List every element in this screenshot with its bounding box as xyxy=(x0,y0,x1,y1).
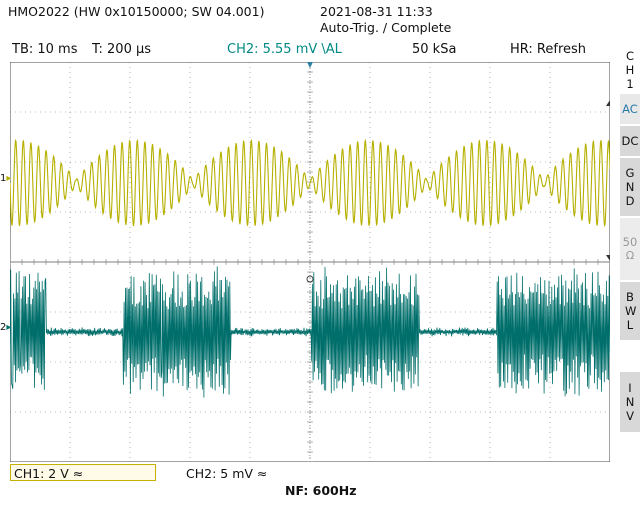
dc-label: DC xyxy=(621,134,639,148)
coupling-dc-button[interactable]: DC xyxy=(620,126,640,156)
scroll-down-icon[interactable] xyxy=(606,255,610,261)
gnd-label: GND xyxy=(625,166,635,208)
coupling-gnd-button[interactable]: GND xyxy=(620,158,640,216)
trigger-time-readout[interactable]: T: 200 µs xyxy=(92,42,152,57)
ch1-marker-label: 1 xyxy=(0,173,7,184)
trigger-level-marker xyxy=(306,275,314,283)
ch2-trigger-info[interactable]: CH2: 5.55 mV \AL xyxy=(227,42,342,57)
scroll-up-icon[interactable] xyxy=(606,100,610,106)
coupling-ac-button[interactable]: AC xyxy=(620,94,640,124)
ch1-trace xyxy=(10,138,610,228)
channel-label-text: CH 1 xyxy=(625,49,635,91)
ohm-icon: Ω xyxy=(625,249,635,262)
ohm-value-label: 50 xyxy=(622,235,638,249)
ch1-ground-marker[interactable]: 1▸ xyxy=(0,173,11,184)
datetime: 2021-08-31 11:33 xyxy=(320,4,433,19)
bwl-button[interactable]: BWL xyxy=(620,282,640,340)
ch2-scale-readout[interactable]: CH2: 5 mV ≈ xyxy=(186,466,268,481)
nf-readout: NF: 600Hz xyxy=(285,483,357,498)
inv-label: INV xyxy=(625,381,635,423)
device-info: HMO2022 (HW 0x10150000; SW 04.001) xyxy=(8,4,265,19)
bwl-label: BWL xyxy=(625,290,637,332)
arrow-right-icon: ▸ xyxy=(6,173,12,184)
sample-rate-readout: 50 kSa xyxy=(412,42,457,57)
impedance-50-ohm-button[interactable]: 50 Ω xyxy=(620,218,640,280)
hr-mode-readout[interactable]: HR: Refresh xyxy=(510,42,587,57)
trigger-position-marker xyxy=(307,62,313,68)
inv-button[interactable]: INV xyxy=(620,372,640,432)
side-menu-channel-label: CH 1 xyxy=(620,48,640,92)
arrow-right-icon: ▸ xyxy=(6,322,12,333)
ch2-marker-label: 2 xyxy=(0,322,7,333)
ch2-ground-marker[interactable]: 2▸ xyxy=(0,322,11,333)
waveform-display[interactable] xyxy=(10,62,610,462)
graticule-grid xyxy=(10,62,610,462)
ch1-scale-box[interactable]: CH1: 2 V ≈ xyxy=(10,464,156,481)
ch2-trace xyxy=(10,266,610,398)
ac-label: AC xyxy=(622,102,638,116)
timebase-readout[interactable]: TB: 10 ms xyxy=(12,42,78,57)
trigger-status: Auto-Trig. / Complete xyxy=(320,20,452,35)
